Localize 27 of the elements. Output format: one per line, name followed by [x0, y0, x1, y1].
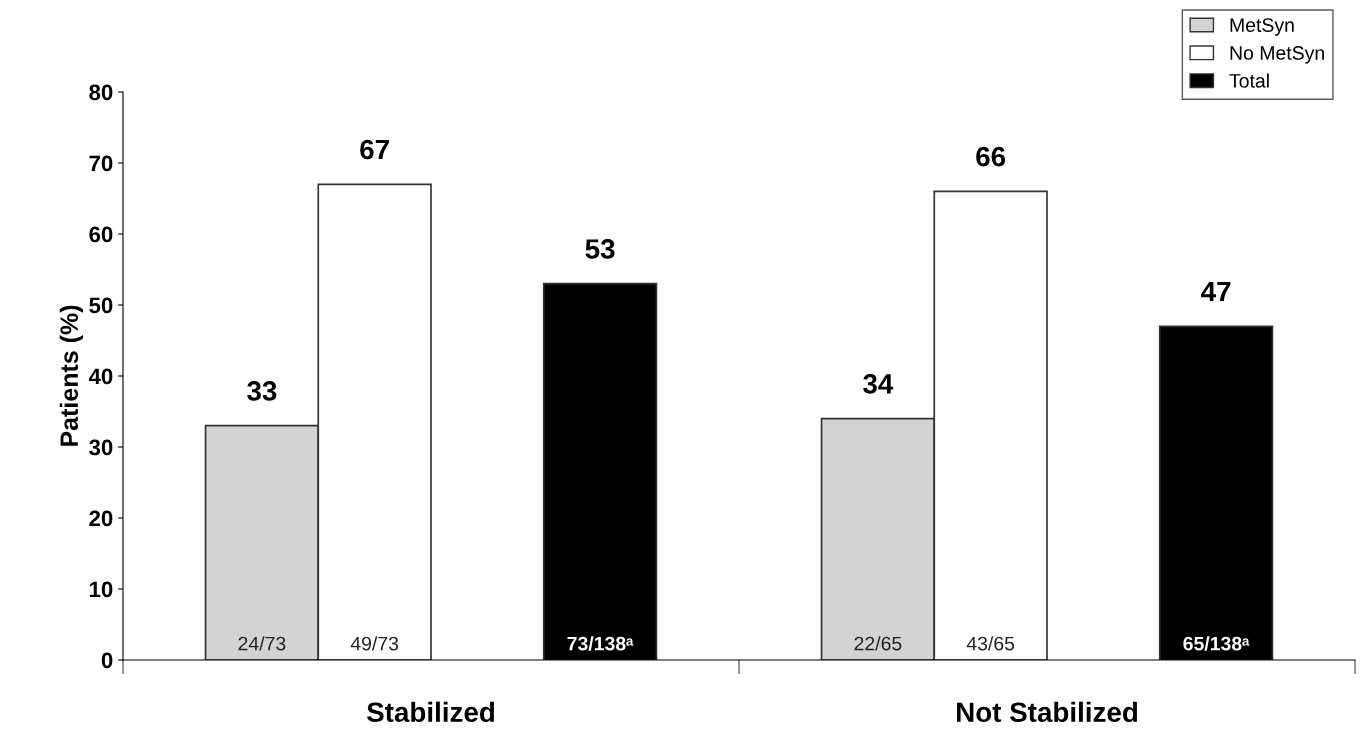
- annotation: 73/138ᵃ: [567, 636, 634, 651]
- legend-label: Total: [1229, 73, 1269, 88]
- y-tick-label: 60: [89, 226, 113, 243]
- data-label: 33: [247, 381, 277, 401]
- annotation: 65/138ᵃ: [1183, 636, 1250, 651]
- data-label: 67: [360, 139, 389, 160]
- y-axis-title: Patients (%): [59, 305, 84, 446]
- annotation: 24/73: [238, 636, 286, 651]
- y-tick-label: 80: [89, 84, 113, 101]
- x-tick-label: Stabilized: [366, 701, 494, 723]
- legend-label: MetSyn: [1230, 18, 1294, 36]
- y-tick-label: 40: [88, 368, 113, 385]
- y-tick-label: 50: [89, 297, 113, 314]
- y-tick-label: 10: [89, 581, 113, 598]
- annotation: 49/73: [350, 636, 399, 651]
- data-label: 53: [585, 239, 615, 259]
- data-label: 66: [976, 146, 1006, 167]
- y-tick-label: 70: [89, 155, 113, 172]
- legend-label: No MetSyn: [1230, 46, 1324, 64]
- x-tick-label: Not Stabilized: [957, 701, 1137, 723]
- data-label: 47: [1201, 281, 1231, 302]
- y-tick-label: 20: [89, 510, 113, 527]
- y-tick-label: 0: [101, 652, 113, 669]
- annotation: 22/65: [854, 636, 902, 651]
- y-tick-label: 30: [89, 439, 113, 456]
- data-label: 34: [863, 373, 894, 394]
- annotation: 43/65: [966, 636, 1015, 651]
